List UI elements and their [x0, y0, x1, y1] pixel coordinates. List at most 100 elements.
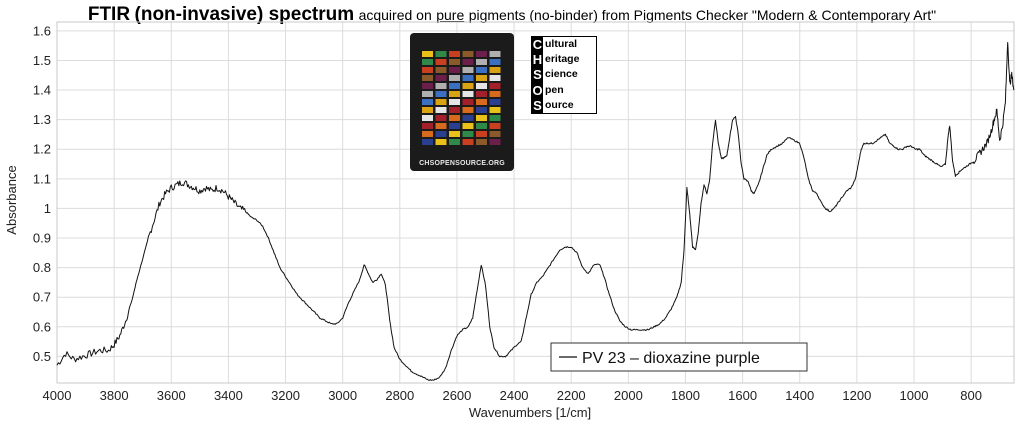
swatch-cell [449, 83, 460, 89]
swatch-cell [489, 51, 501, 57]
swatch-cell [462, 59, 474, 65]
swatch-cell [435, 75, 447, 81]
chsos-word: cience [545, 68, 578, 81]
x-tick-label: 2400 [500, 388, 529, 403]
x-tick-label: 2000 [614, 388, 643, 403]
x-tick-label: 1400 [785, 388, 814, 403]
x-tick-label: 3200 [271, 388, 300, 403]
plot-frame [56, 21, 1015, 384]
swatch-cell [435, 51, 447, 57]
swatch-cell [435, 123, 447, 129]
swatch-cell [435, 83, 447, 89]
swatch-cell [435, 115, 447, 121]
chsos-word: pen [545, 83, 564, 96]
legend-box [550, 342, 808, 372]
swatch-cell [462, 83, 474, 89]
swatch-cell [462, 123, 474, 129]
pigment-swatch-grid-icon [422, 51, 501, 145]
swatch-cell [489, 131, 501, 137]
swatch-cell [462, 131, 474, 137]
swatch-cell [422, 99, 433, 105]
swatch-cell [422, 75, 433, 81]
swatch-cell [422, 139, 433, 145]
x-tick-label: 2800 [385, 388, 414, 403]
swatch-cell [435, 139, 447, 145]
swatch-cell [435, 131, 447, 137]
swatch-cell [489, 59, 501, 65]
y-tick-label: 0.9 [33, 231, 51, 246]
swatch-cell [489, 115, 501, 121]
swatch-cell [489, 99, 501, 105]
swatch-cell [489, 123, 501, 129]
x-tick-label: 3800 [100, 388, 129, 403]
swatch-cell [449, 131, 460, 137]
swatch-cell [435, 91, 447, 97]
swatch-cell [449, 123, 460, 129]
swatch-cell [422, 83, 433, 89]
y-tick-label: 1.2 [33, 142, 51, 157]
x-tick-label: 800 [960, 388, 982, 403]
swatch-cell [476, 75, 487, 81]
x-tick-label: 1800 [671, 388, 700, 403]
swatch-cell [422, 131, 433, 137]
title-bold-ftir: FTIR [87, 4, 131, 25]
swatch-cell [422, 51, 433, 57]
y-axis-label: Absorbance [4, 165, 19, 234]
y-tick-label: 0.6 [33, 319, 51, 334]
chsos-letter: O [532, 82, 543, 98]
grid-lines [56, 22, 1014, 383]
swatch-cell [422, 67, 433, 73]
legend: PV 23 – dioxazine purple [550, 342, 808, 372]
swatch-cell [422, 91, 433, 97]
logo-url: CHSOPENSOURCE.ORG [419, 160, 505, 167]
x-tick-label: 1600 [728, 388, 757, 403]
y-tick-label: 0.5 [33, 349, 51, 364]
title-bold-noninvasive: (non-invasive) spectrum [134, 4, 355, 25]
swatch-cell [489, 107, 501, 113]
swatch-cell [489, 75, 501, 81]
x-tick-label: 3000 [328, 388, 357, 403]
swatch-cell [449, 115, 460, 121]
swatch-cell [489, 83, 501, 89]
y-tick-label: 1.5 [33, 53, 51, 68]
chsos-letter: C [532, 37, 543, 53]
swatch-cell [489, 91, 501, 97]
chsos-row: S ource [532, 97, 596, 113]
x-tick-label: 1200 [842, 388, 871, 403]
swatch-cell [449, 67, 460, 73]
swatch-cell [435, 67, 447, 73]
swatch-cell [476, 51, 487, 57]
swatch-cell [435, 107, 447, 113]
swatch-cell [449, 99, 460, 105]
pigments-checker-logo: CHSOPENSOURCE.ORG [410, 33, 514, 171]
swatch-cell [462, 75, 474, 81]
swatch-cell [435, 59, 447, 65]
swatch-cell [449, 107, 460, 113]
legend-entry: PV 23 – dioxazine purple [582, 350, 760, 367]
title-part-acquired: acquired on [358, 7, 432, 23]
swatch-cell [476, 59, 487, 65]
chsos-letter: S [532, 67, 543, 83]
chart-title: FTIR (non-invasive) spectrum acquired on… [0, 4, 1024, 26]
chsos-row: C ultural [532, 37, 596, 53]
chsos-letter: H [532, 52, 543, 68]
swatch-cell [449, 51, 460, 57]
swatch-cell [476, 115, 487, 121]
title-underlined-pure: pure [436, 7, 465, 23]
series-line-pv23 [56, 42, 1015, 381]
swatch-cell [462, 67, 474, 73]
y-tick-label: 1 [44, 201, 51, 216]
x-tick-label: 4000 [43, 388, 72, 403]
y-tick-label: 1.3 [33, 112, 51, 127]
title-part-pigments: pigments (no-binder) from Pigments Check… [468, 7, 937, 23]
swatch-cell [476, 107, 487, 113]
swatch-cell [422, 123, 433, 129]
swatch-cell [489, 67, 501, 73]
swatch-cell [476, 91, 487, 97]
x-tick-label: 2600 [442, 388, 471, 403]
swatch-cell [462, 107, 474, 113]
swatch-cell [476, 131, 487, 137]
swatch-cell [462, 91, 474, 97]
chsos-row: S cience [532, 67, 596, 83]
chsos-word: ultural [545, 38, 578, 50]
